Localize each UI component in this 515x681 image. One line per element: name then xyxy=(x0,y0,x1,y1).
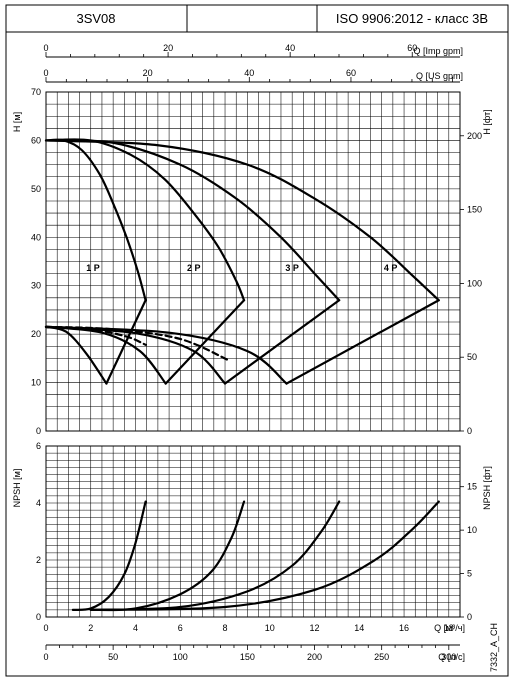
head-y2-title: H [фт] xyxy=(482,109,492,134)
top-axis-tick-label: 60 xyxy=(407,43,417,53)
head-curve-1 xyxy=(44,138,147,302)
model-title: 3SV08 xyxy=(76,11,115,26)
standard-title: ISO 9906:2012 - класс 3B xyxy=(336,11,488,26)
npsh-y-tick-label: 2 xyxy=(36,555,41,565)
head-y-tick-label: 20 xyxy=(31,329,41,339)
curve-label: 2 P xyxy=(187,263,201,273)
top-axis-tick-label: 60 xyxy=(346,68,356,78)
envelope-dashed-2 xyxy=(44,325,231,362)
head-grid xyxy=(45,91,461,432)
header-box: 3SV08 ISO 9906:2012 - класс 3B xyxy=(5,4,509,33)
head-y-tick-label: 60 xyxy=(31,135,41,145)
curve-label: 3 P xyxy=(285,263,299,273)
npsh-y-tick-label: 4 xyxy=(36,498,41,508)
head-y-tick-label: 0 xyxy=(36,426,41,436)
top-axis-tick-label: 20 xyxy=(143,68,153,78)
sheet-frame xyxy=(5,31,509,677)
top-axis-title: Q [US gpm] xyxy=(416,71,463,81)
top-axis-tick-label: 0 xyxy=(43,68,48,78)
top-axis-title: Q [Imp gpm] xyxy=(413,46,463,56)
x-tick-label: 10 xyxy=(265,623,275,633)
x-tick-label: 2 xyxy=(88,623,93,633)
envelope-right-3 xyxy=(223,299,341,385)
x2-title: Q [л/с] xyxy=(438,652,465,662)
head-y2-tick-label: 100 xyxy=(467,278,482,288)
envelope-left-1 xyxy=(44,325,108,385)
top-axis-tick-label: 20 xyxy=(163,43,173,53)
npsh-y2-tick-label: 15 xyxy=(467,482,477,492)
npsh-y2-title: NPSH [фт] xyxy=(482,466,492,510)
head-y2-tick-label: 150 xyxy=(467,205,482,215)
head-y-tick-label: 70 xyxy=(31,87,41,97)
top-flow-axes: 0 20 40 60Q [Imp gpm]0 20 40 60 Q [US gpm] xyxy=(43,43,463,83)
x-tick-label: 14 xyxy=(354,623,364,633)
npsh-grid xyxy=(45,445,461,618)
curve-label: 4 P xyxy=(384,263,398,273)
head-curves: 1 P 2 P 3 P 4 P xyxy=(44,138,440,385)
npsh-y-tick-label: 0 xyxy=(36,612,41,622)
x-tick-label: 0 xyxy=(43,623,48,633)
x-tick-label: 18 xyxy=(444,623,454,633)
npsh-curve-1 xyxy=(71,500,147,611)
head-curve-2 xyxy=(44,138,246,302)
charts-layer: 0 20 40 60Q [Imp gpm]0 20 40 60 Q [US gpm]01020… xyxy=(12,43,492,662)
head-plot-frame xyxy=(45,91,461,432)
npsh-y2-tick-label: 0 xyxy=(467,612,472,622)
x-tick-label: 8 xyxy=(223,623,228,633)
x2-tick-label: 250 xyxy=(374,652,389,662)
top-axis-tick-label: 40 xyxy=(285,43,295,53)
bottom-flow-axes: 0 2 4 6 8 10 12 14 16 18Q [м³/ч] 0 50 100 150 200 250 30… xyxy=(43,623,465,662)
x-tick-label: 16 xyxy=(399,623,409,633)
x-tick-label: 12 xyxy=(310,623,320,633)
drawing-code: 7332_A_CH xyxy=(489,623,499,672)
x2-tick-label: 150 xyxy=(240,652,255,662)
npsh-y-title: NPSH [м] xyxy=(12,469,22,508)
npsh-plot-frame xyxy=(45,445,461,618)
x2-tick-label: 300 xyxy=(441,652,456,662)
x2-tick-label: 50 xyxy=(108,652,118,662)
head-curve-3 xyxy=(44,139,341,302)
head-y-tick-label: 40 xyxy=(31,232,41,242)
x2-tick-label: 0 xyxy=(43,652,48,662)
npsh-y-tick-label: 6 xyxy=(36,441,41,451)
head-y-tick-label: 50 xyxy=(31,184,41,194)
head-y-title: H [м] xyxy=(12,112,22,132)
head-y2-tick-label: 0 xyxy=(467,426,472,436)
x2-tick-label: 100 xyxy=(173,652,188,662)
npsh-curve-2 xyxy=(89,500,246,612)
head-y-tick-label: 30 xyxy=(31,281,41,291)
head-y2-tick-label: 50 xyxy=(467,352,477,362)
curve-label: 1 P xyxy=(86,263,100,273)
npsh-curves xyxy=(71,500,440,612)
head-y-tick-label: 10 xyxy=(31,378,41,388)
head-y2-tick-label: 200 xyxy=(467,131,482,141)
npsh-axes-labels: 0 2 4 6 NPSH [м] 0 5 10 15 NPSH [фт] xyxy=(12,441,492,622)
envelope-right-1 xyxy=(105,299,147,385)
npsh-curve-4 xyxy=(89,500,440,611)
top-axis-tick-label: 0 xyxy=(43,43,48,53)
top-axis-tick-label: 40 xyxy=(244,68,254,78)
npsh-y2-tick-label: 10 xyxy=(467,525,477,535)
x-tick-label: 4 xyxy=(133,623,138,633)
x2-tick-label: 200 xyxy=(307,652,322,662)
envelope-right-2 xyxy=(164,299,246,385)
envelope-right-4 xyxy=(285,299,440,385)
npsh-y2-tick-label: 5 xyxy=(467,569,472,579)
head-curve-4 xyxy=(44,139,440,302)
x-tick-label: 6 xyxy=(178,623,183,633)
x-title: Q [м³/ч] xyxy=(434,623,465,633)
